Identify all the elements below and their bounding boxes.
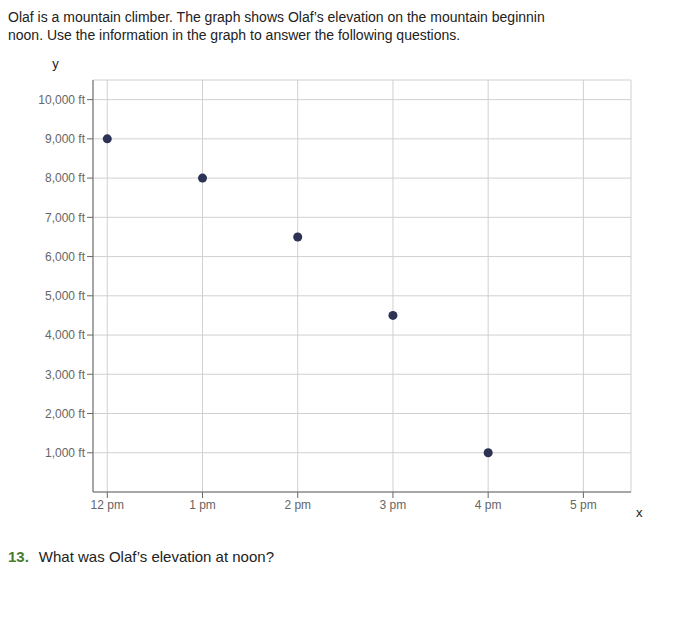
svg-text:3 pm: 3 pm [380,498,407,512]
svg-text:1,000 ft: 1,000 ft [45,446,86,460]
html-text:What was Olaf’s elevation at n: What was Olaf’s elevation at noon? [38,548,274,565]
svg-text:x: x [636,505,643,520]
html-text:Olaf is a mountain climber. Th: Olaf is a mountain climber. The graph sh… [8,9,545,43]
svg-text:5 pm: 5 pm [570,498,597,512]
svg-text:4 pm: 4 pm [475,498,502,512]
svg-text:7,000 ft: 7,000 ft [45,211,86,225]
html-text:13.: 13. [8,548,29,565]
svg-text:2,000 ft: 2,000 ft [45,407,86,421]
svg-text:12 pm: 12 pm [91,498,124,512]
svg-text:4,000 ft: 4,000 ft [45,328,86,342]
svg-text:6,000 ft: 6,000 ft [45,250,86,264]
svg-text:3,000 ft: 3,000 ft [45,368,86,382]
svg-text:8,000 ft: 8,000 ft [45,171,86,185]
svg-text:2 pm: 2 pm [284,498,311,512]
svg-text:10,000 ft: 10,000 ft [38,93,85,107]
svg-text:5,000 ft: 5,000 ft [45,289,86,303]
svg-text:y: y [52,56,59,71]
svg-text:1 pm: 1 pm [189,498,216,512]
svg-text:9,000 ft: 9,000 ft [45,132,86,146]
